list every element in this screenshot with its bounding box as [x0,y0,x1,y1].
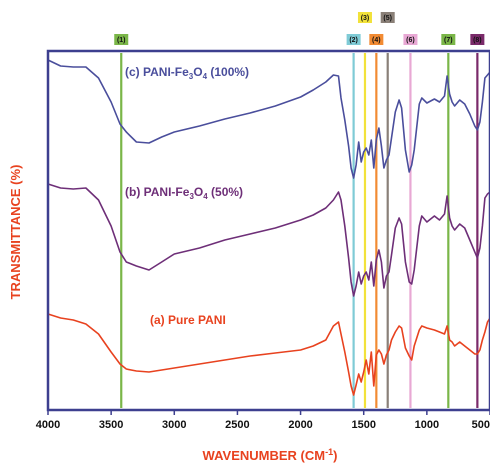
x-axis-title-main: WAVENUMBER (CM [203,448,326,463]
x-tick-label-7: 1000 [415,419,439,431]
band-tag-label-2: (2) [349,37,358,44]
spectrum-line-2 [47,183,490,297]
band-lines [120,53,479,408]
x-tick-label-1: 4000 [36,419,60,431]
spectrum-line-1 [47,59,490,179]
x-tick-label-8: 500 [472,419,490,431]
band-tag-3: (3) [357,12,372,23]
plot-frame [46,49,490,412]
x-ticks: 4000 3500 3000 2500 2000 1500 1000 500 [36,410,490,431]
x-tick-label-3: 3000 [162,419,186,431]
x-axis-title: WAVENUMBER (CM-1) [203,447,338,463]
band-tag-1: (1) [114,34,129,45]
x-tick-label-2: 3500 [99,419,123,431]
band-tags: (1) (2) (3) (4) (5) (6) (7) (8) [114,12,485,45]
band-tag-4: (4) [369,34,384,45]
x-tick-label-4: 2500 [225,419,249,431]
band-tag-2: (2) [346,34,361,45]
x-tick-label-6: 1500 [351,419,375,431]
band-tag-8: (8) [470,34,485,45]
spectrum-line-3 [47,313,490,396]
x-tick-label-5: 2000 [288,419,312,431]
series-labels: (c) PANI-Fe3O4 (100%) (b) PANI-Fe3O4 (50%… [125,65,249,327]
y-axis-title: TRANSMITTANCE (%) [8,165,23,300]
band-tag-label-7: (7) [444,37,453,44]
spectra [47,59,490,396]
band-tag-label-4: (4) [372,37,381,44]
band-tag-7: (7) [441,34,456,45]
band-tag-label-3: (3) [361,15,370,22]
band-tag-label-5: (5) [383,15,392,22]
band-tag-label-1: (1) [117,37,126,44]
series-label-2: (b) PANI-Fe3O4 (50%) [125,185,243,201]
series-label-1: (c) PANI-Fe3O4 (100%) [125,65,249,81]
band-tag-6: (6) [403,34,418,45]
band-tag-label-8: (8) [473,37,482,44]
band-tag-label-6: (6) [406,37,415,44]
x-axis-title-close: ) [333,448,337,463]
x-axis-title-sup: -1 [325,447,333,457]
band-tag-5: (5) [380,12,395,23]
series-label-3: (a) Pure PANI [150,313,226,327]
